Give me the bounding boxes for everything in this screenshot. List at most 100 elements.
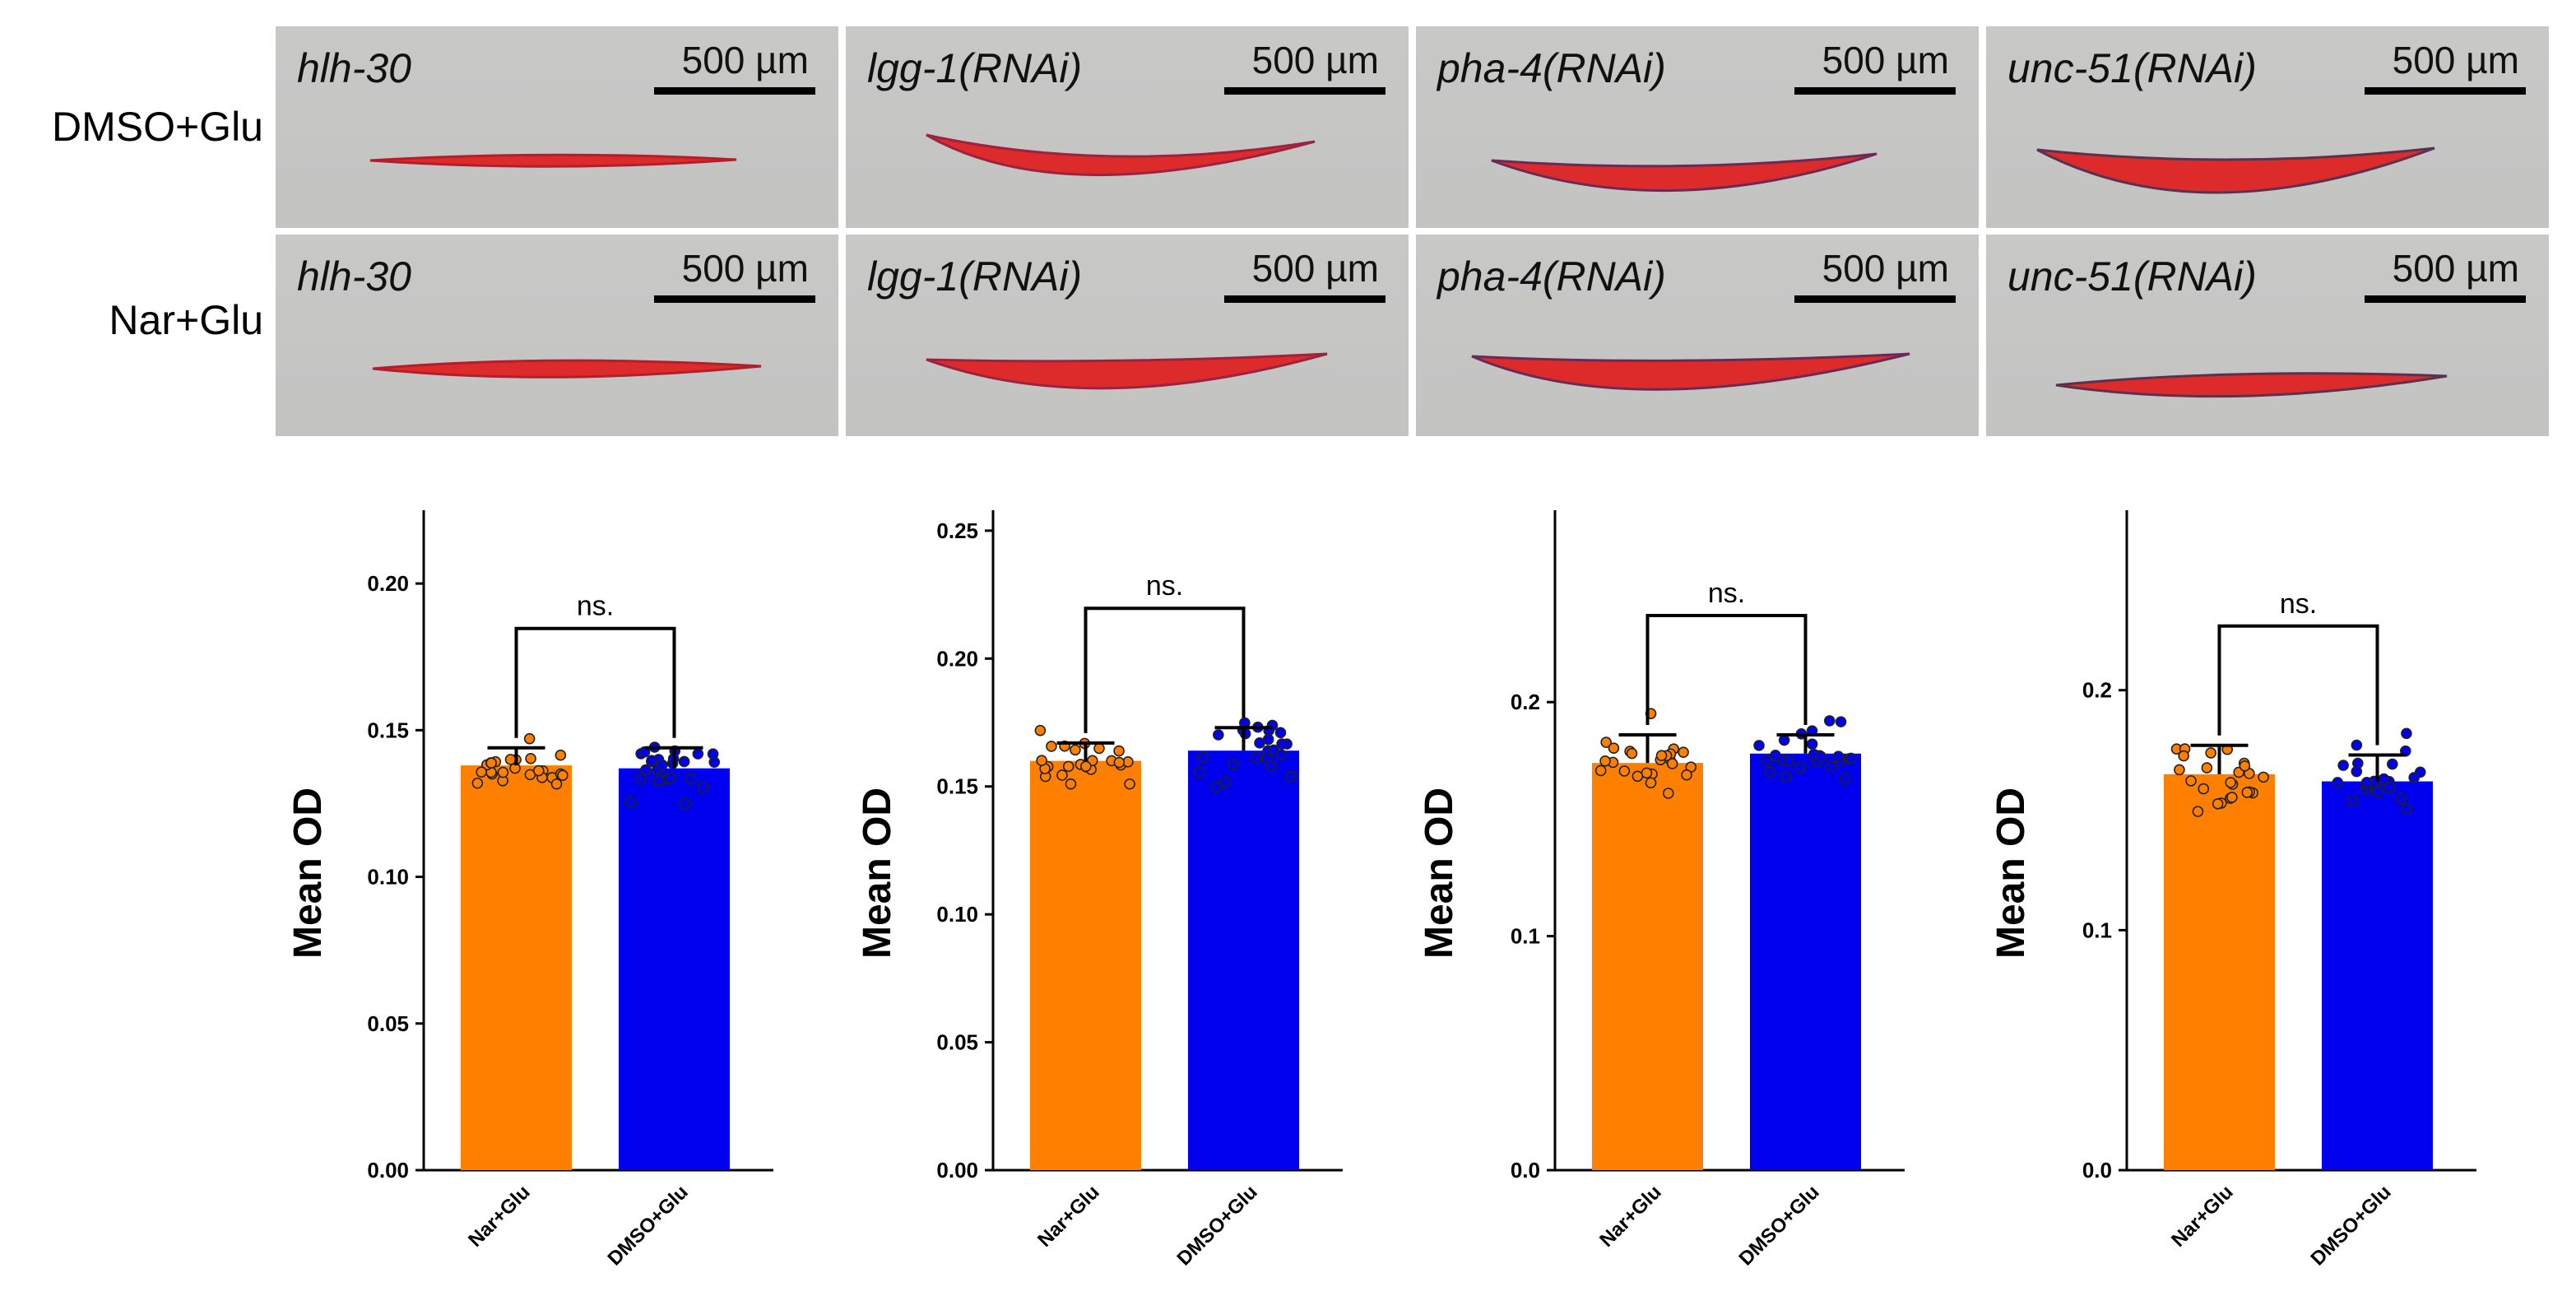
data-point [2395, 792, 2407, 805]
x-tick-label: DMSO+Glu [1735, 1181, 1824, 1270]
data-point [1080, 760, 1092, 773]
y-tick-label: 0.15 [367, 718, 409, 742]
scale-bar [654, 295, 815, 303]
data-point [2239, 760, 2251, 772]
bar [1030, 760, 1141, 1170]
data-point [1251, 752, 1262, 764]
micrograph-dmso-hlh30: hlh-30 500 µm [276, 26, 838, 228]
data-point [1228, 758, 1240, 770]
data-point [2258, 771, 2269, 783]
data-point [2192, 806, 2204, 817]
data-point [2198, 783, 2210, 795]
data-point [1806, 738, 1818, 750]
y-tick-label: 0.10 [367, 865, 409, 890]
data-point [640, 764, 652, 776]
significance-bracket [2217, 624, 2379, 746]
data-point [1193, 766, 1205, 778]
data-point [1631, 770, 1644, 783]
y-tick-label: 0.1 [1511, 924, 1540, 949]
bar [2164, 774, 2275, 1170]
data-point [1761, 755, 1773, 766]
data-point [2401, 803, 2412, 815]
data-point [638, 746, 651, 758]
y-tick-label: 0.2 [1511, 690, 1540, 714]
x-tick-label: DMSO+Glu [2307, 1181, 2396, 1270]
data-point [2332, 777, 2344, 788]
data-point [2205, 747, 2216, 759]
data-point [1285, 770, 1297, 783]
data-point [525, 753, 536, 764]
data-point [1666, 758, 1678, 769]
data-point [1764, 766, 1776, 778]
strain-label: lgg-1(RNAi) [867, 45, 1083, 91]
data-point [1681, 769, 1692, 781]
significance-label: ns. [1708, 578, 1745, 609]
bar [1188, 750, 1299, 1170]
data-point [2360, 776, 2373, 788]
bar-chart-hlh30: 0.00 0.05 0.10 0.15 0.20 Mean OD Nar+Glu DMSO+G… [286, 510, 773, 1270]
data-point [1274, 727, 1287, 739]
data-point [1678, 746, 1689, 758]
y-tick-label: 0.15 [936, 774, 978, 799]
micrograph-dmso-lgg1: lgg-1(RNAi) 500 µm [846, 26, 1409, 228]
bar [619, 768, 730, 1170]
data-point [497, 766, 509, 778]
data-point [2351, 739, 2363, 751]
scale-bar [2365, 87, 2526, 95]
data-point [1835, 716, 1847, 727]
data-point [2185, 775, 2197, 787]
scale-bar [1794, 295, 1956, 303]
y-axis-label: Mean OD [856, 788, 899, 959]
data-point [2174, 764, 2185, 776]
scale-bar-label: 500 µm [681, 39, 809, 81]
strain-label: unc-51(RNAi) [2007, 253, 2257, 300]
data-point [1794, 761, 1807, 774]
data-point [523, 732, 536, 745]
data-point [624, 797, 637, 808]
scale-bar-label: 500 µm [1251, 39, 1379, 81]
y-axis-label: Mean OD [1989, 788, 2033, 959]
data-point [1254, 737, 1265, 749]
data-point [1113, 756, 1126, 769]
x-tick-label: DMSO+Glu [1173, 1181, 1262, 1270]
data-point [1275, 749, 1288, 760]
data-point [708, 756, 721, 768]
scale-bar [1224, 295, 1385, 303]
y-tick-label: 0.20 [936, 646, 978, 671]
data-point [2241, 787, 2253, 798]
y-tick-label: 0.0 [2082, 1158, 2112, 1183]
bar [2322, 781, 2433, 1170]
y-tick-label: 0.05 [367, 1011, 409, 1036]
data-point [678, 755, 690, 768]
data-point [685, 773, 697, 785]
micrograph-nar-lgg1: lgg-1(RNAi) 500 µm [846, 235, 1409, 436]
row-label-dmso: DMSO+Glu [51, 104, 263, 150]
worm-image [2055, 372, 2448, 398]
scale-bar-label: 500 µm [681, 247, 809, 290]
data-point [504, 754, 517, 765]
data-point [1219, 776, 1232, 788]
x-tick-label: DMSO+Glu [604, 1181, 693, 1270]
scale-bar-label: 500 µm [1251, 247, 1379, 290]
data-point [1599, 755, 1611, 767]
data-point [1594, 764, 1607, 777]
micrograph-nar-pha4: pha-4(RNAi) 500 µm [1416, 235, 1979, 436]
y-tick-label: 0.2 [2082, 678, 2112, 703]
bar-chart-lgg1: 0.00 0.05 0.10 0.15 0.20 0.25 Mean OD Nar+Glu DM… [856, 510, 1343, 1270]
data-point [1046, 741, 1057, 752]
strain-label: pha-4(RNAi) [1437, 45, 1666, 91]
data-point [471, 777, 484, 789]
data-point [1626, 747, 1638, 760]
data-point [1276, 738, 1288, 750]
data-point [1239, 727, 1251, 740]
data-point [1034, 724, 1047, 736]
data-point [1845, 752, 1857, 764]
data-point [692, 748, 704, 760]
bar [1592, 763, 1703, 1170]
worm-image [372, 359, 762, 379]
data-point [1655, 750, 1668, 761]
data-point [2346, 795, 2359, 807]
micrograph-nar-hlh30: hlh-30 500 µm [276, 235, 838, 436]
scale-bar-label: 500 µm [2392, 247, 2519, 290]
scale-bar-label: 500 µm [2392, 39, 2519, 81]
